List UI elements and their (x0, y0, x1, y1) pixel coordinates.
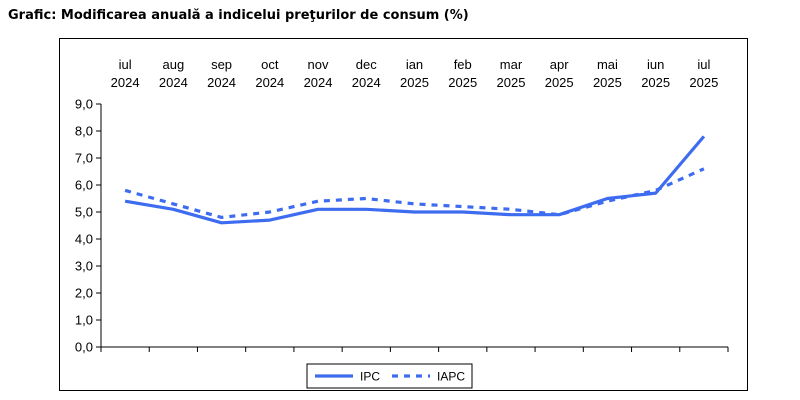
x-tick-label-year: 2025 (497, 75, 526, 90)
x-tick-label-year: 2025 (400, 75, 429, 90)
y-tick-label: 4,0 (75, 232, 93, 247)
y-tick-label: 9,0 (75, 97, 93, 112)
chart-frame (59, 38, 748, 391)
x-tick-label-month: ian (406, 57, 423, 72)
x-tick-label-year: 2024 (207, 75, 236, 90)
y-tick-label: 5,0 (75, 205, 93, 220)
x-tick-label-year: 2025 (448, 75, 477, 90)
x-tick-label-year: 2024 (255, 75, 284, 90)
x-tick-label-month: oct (261, 57, 279, 72)
y-tick-label: 7,0 (75, 151, 93, 166)
legend-label-iapc: IAPC (437, 370, 465, 384)
series-line-ipc (124, 135, 706, 225)
x-tick-label-month: iul (119, 57, 132, 72)
x-tick-label-month: mar (500, 57, 523, 72)
x-tick-label-year: 2025 (689, 75, 718, 90)
x-tick-label-month: feb (454, 57, 472, 72)
y-tick-label: 0,0 (75, 340, 93, 355)
x-tick-label-month: iul (697, 57, 710, 72)
y-tick-label: 8,0 (75, 124, 93, 139)
x-tick-label-month: apr (550, 57, 569, 72)
x-tick-label-month: nov (308, 57, 329, 72)
legend-label-ipc: IPC (360, 370, 380, 384)
x-tick-label-month: dec (356, 57, 377, 72)
x-tick-label-year: 2025 (593, 75, 622, 90)
x-tick-label-month: sep (211, 57, 232, 72)
x-tick-label-month: mai (597, 57, 618, 72)
x-tick-label-year: 2025 (641, 75, 670, 90)
x-tick-label-month: iun (647, 57, 664, 72)
chart-title: Grafic: Modificarea anuală a indicelui p… (8, 8, 469, 23)
x-tick-label-year: 2025 (545, 75, 574, 90)
y-tick-label: 6,0 (75, 178, 93, 193)
y-tick-label: 2,0 (75, 286, 93, 301)
series-line-iapc (124, 167, 705, 219)
x-tick-label-year: 2024 (111, 75, 140, 90)
y-tick-label: 1,0 (75, 313, 93, 328)
x-tick-label-year: 2024 (352, 75, 381, 90)
x-tick-label-year: 2024 (304, 75, 333, 90)
x-tick-label-year: 2024 (159, 75, 188, 90)
x-tick-label-month: aug (162, 57, 184, 72)
y-tick-label: 3,0 (75, 259, 93, 274)
